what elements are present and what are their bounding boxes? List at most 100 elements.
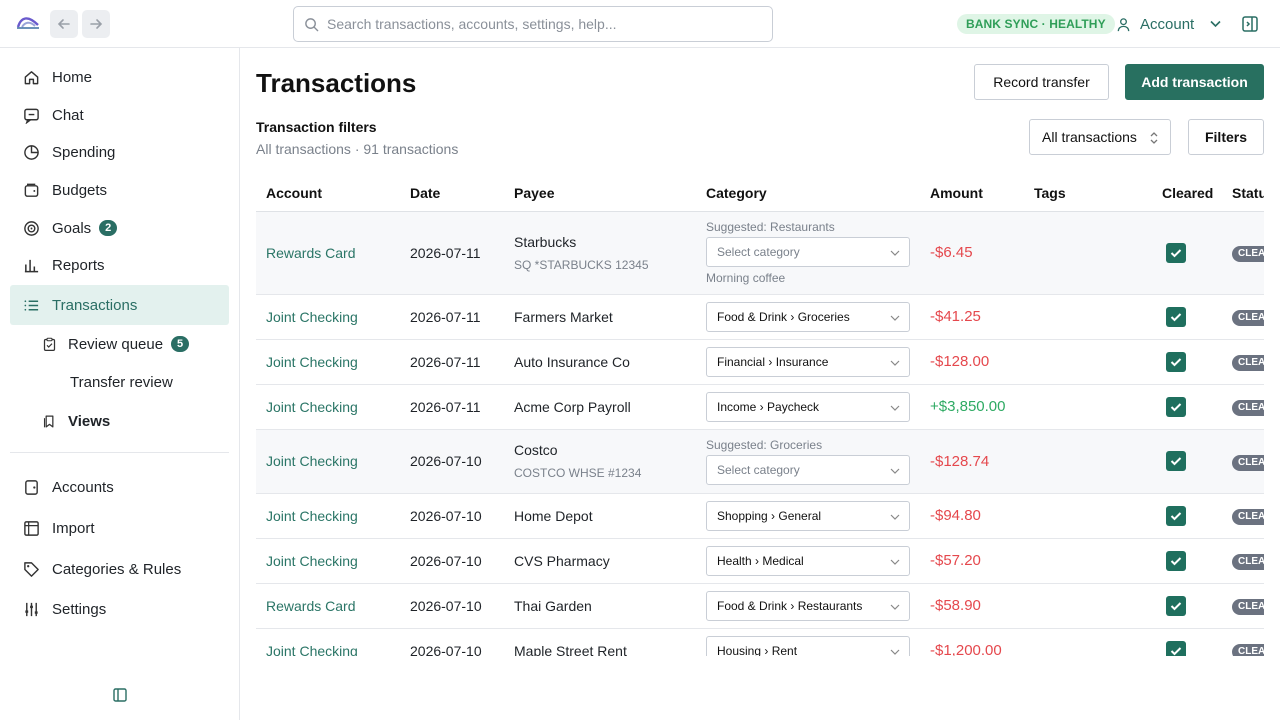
- cleared-checkbox[interactable]: [1166, 550, 1186, 571]
- table-row[interactable]: Joint Checking 2026-07-11 Farmers Market…: [256, 294, 1264, 340]
- account-link[interactable]: Rewards Card: [256, 583, 400, 629]
- category-select[interactable]: Select category: [706, 454, 910, 485]
- account-link[interactable]: Rewards Card: [256, 211, 400, 295]
- account-link[interactable]: Joint Checking: [256, 294, 400, 340]
- table-row[interactable]: Rewards Card 2026-07-11 Starbucks SQ *ST…: [256, 211, 1264, 295]
- account-link[interactable]: Joint Checking: [256, 493, 400, 539]
- pie-chart-icon: [24, 144, 39, 160]
- sidebar-item-budgets[interactable]: Budgets: [10, 170, 229, 210]
- payee-name: Farmers Market: [504, 294, 696, 340]
- column-header-payee[interactable]: Payee: [504, 175, 696, 212]
- side-panel-toggle-icon[interactable]: [1241, 15, 1259, 33]
- account-link[interactable]: Joint Checking: [256, 384, 400, 430]
- table-row[interactable]: Joint Checking 2026-07-10 Home Depot Sho…: [256, 493, 1264, 539]
- sidebar-item-transfer-review[interactable]: Transfer review: [10, 362, 229, 402]
- cleared-checkbox[interactable]: [1166, 505, 1186, 526]
- account-menu[interactable]: Account: [1116, 12, 1221, 36]
- filters-button[interactable]: Filters: [1188, 119, 1264, 155]
- tags-cell[interactable]: [1024, 628, 1152, 656]
- tags-cell[interactable]: [1024, 211, 1152, 295]
- transactions-table-container[interactable]: Account Date Payee Category Amount Tags …: [256, 175, 1264, 656]
- transaction-filters-title: Transaction filters: [256, 119, 377, 135]
- sidebar-item-reports[interactable]: Reports: [10, 245, 229, 285]
- category-select[interactable]: Financial › Insurance: [706, 346, 910, 377]
- account-link[interactable]: Joint Checking: [256, 538, 400, 584]
- table-row[interactable]: Joint Checking 2026-07-10 CVS Pharmacy H…: [256, 538, 1264, 584]
- tags-cell[interactable]: [1024, 339, 1152, 385]
- review-queue-count-badge: 5: [171, 336, 190, 352]
- sidebar-item-accounts[interactable]: Accounts: [10, 467, 229, 507]
- payee-name: CVS Pharmacy: [504, 538, 696, 584]
- chevron-down-icon: [890, 250, 900, 256]
- cleared-checkbox[interactable]: [1166, 396, 1186, 417]
- account-link[interactable]: Joint Checking: [256, 628, 400, 656]
- table-row[interactable]: Joint Checking 2026-07-11 Acme Corp Payr…: [256, 384, 1264, 430]
- category-cell: Financial › Insurance: [696, 339, 920, 385]
- category-select[interactable]: Food & Drink › Restaurants: [706, 590, 910, 621]
- tags-cell[interactable]: [1024, 429, 1152, 494]
- sidebar-item-transactions[interactable]: Transactions: [10, 285, 229, 325]
- category-select[interactable]: Shopping › General: [706, 500, 910, 531]
- sidebar-item-import[interactable]: Import: [10, 508, 229, 548]
- sidebar-item-views[interactable]: Views: [10, 401, 229, 441]
- sidebar-collapse-icon[interactable]: [113, 688, 127, 702]
- category-select[interactable]: Select category: [706, 237, 910, 267]
- cleared-checkbox[interactable]: [1166, 306, 1186, 327]
- import-icon: [24, 520, 39, 536]
- tags-cell[interactable]: [1024, 583, 1152, 629]
- tags-cell[interactable]: [1024, 538, 1152, 584]
- column-header-date[interactable]: Date: [400, 175, 504, 212]
- sidebar-item-label: Transfer review: [70, 373, 173, 391]
- tags-cell[interactable]: [1024, 384, 1152, 430]
- category-select-value: Financial › Insurance: [717, 354, 829, 369]
- column-header-status[interactable]: Status: [1222, 175, 1264, 212]
- account-link[interactable]: Joint Checking: [256, 429, 400, 494]
- status-badge: CLEARED: [1232, 310, 1264, 326]
- chevron-down-icon: [890, 360, 900, 366]
- category-select[interactable]: Income › Paycheck: [706, 391, 910, 422]
- column-header-cleared[interactable]: Cleared: [1152, 175, 1222, 212]
- back-button[interactable]: [50, 10, 78, 38]
- sidebar-item-spending[interactable]: Spending: [10, 132, 229, 172]
- status-badge: CLEARED: [1232, 400, 1264, 416]
- table-row[interactable]: Joint Checking 2026-07-11 Auto Insurance…: [256, 339, 1264, 385]
- category-cell: Food & Drink › Restaurants: [696, 583, 920, 629]
- column-header-account[interactable]: Account: [256, 175, 400, 212]
- account-link[interactable]: Joint Checking: [256, 339, 400, 385]
- tags-cell[interactable]: [1024, 493, 1152, 539]
- cleared-checkbox[interactable]: [1166, 351, 1186, 372]
- view-select[interactable]: All transactions: [1029, 119, 1171, 155]
- amount-cell: -$57.20: [920, 538, 1024, 584]
- cleared-checkbox[interactable]: [1166, 640, 1186, 656]
- category-select[interactable]: Housing › Rent: [706, 635, 910, 656]
- table-row[interactable]: Joint Checking 2026-07-10 Maple Street R…: [256, 628, 1264, 656]
- status-cell: CLEARED: [1222, 211, 1264, 295]
- tags-cell[interactable]: [1024, 294, 1152, 340]
- sidebar-item-goals[interactable]: Goals 2: [10, 208, 229, 248]
- cleared-cell: [1152, 429, 1222, 494]
- forward-button[interactable]: [82, 10, 110, 38]
- sidebar-item-chat[interactable]: Chat: [10, 95, 229, 135]
- sidebar-item-home[interactable]: Home: [10, 57, 229, 97]
- global-search[interactable]: [293, 6, 773, 42]
- cleared-checkbox[interactable]: [1166, 451, 1186, 471]
- cleared-checkbox[interactable]: [1166, 242, 1186, 263]
- column-header-amount[interactable]: Amount: [920, 175, 1024, 212]
- check-icon: [1170, 511, 1182, 520]
- column-header-category[interactable]: Category: [696, 175, 920, 212]
- status-cell: CLEARED: [1222, 429, 1264, 494]
- sidebar-item-review-queue[interactable]: Review queue 5: [10, 324, 229, 364]
- table-row[interactable]: Joint Checking 2026-07-10 Costco COSTCO …: [256, 429, 1264, 494]
- app-logo-icon[interactable]: [16, 13, 40, 33]
- add-transaction-button[interactable]: Add transaction: [1125, 64, 1264, 100]
- date-cell: 2026-07-11: [400, 339, 504, 385]
- category-select[interactable]: Food & Drink › Groceries: [706, 301, 910, 332]
- table-row[interactable]: Rewards Card 2026-07-10 Thai Garden Food…: [256, 583, 1264, 629]
- sidebar-item-settings[interactable]: Settings: [10, 589, 229, 629]
- sidebar-item-categories-rules[interactable]: Categories & Rules: [10, 549, 229, 589]
- search-input[interactable]: [327, 16, 747, 32]
- category-select[interactable]: Health › Medical: [706, 545, 910, 576]
- record-transfer-button[interactable]: Record transfer: [974, 64, 1109, 100]
- column-header-tags[interactable]: Tags: [1024, 175, 1152, 212]
- cleared-checkbox[interactable]: [1166, 595, 1186, 616]
